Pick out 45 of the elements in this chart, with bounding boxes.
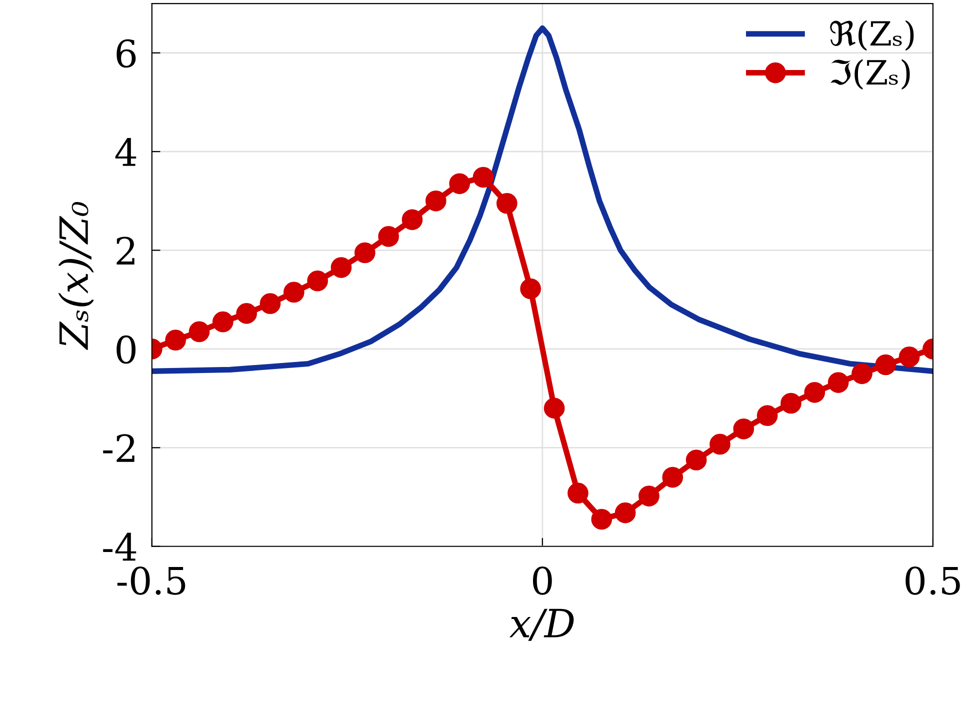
point [852, 363, 872, 384]
x-tick-label: -0.5 [117, 566, 186, 595]
x-tick-label: 0 [532, 566, 552, 595]
point [354, 242, 376, 264]
point [260, 293, 281, 314]
point [710, 434, 730, 455]
point [568, 482, 588, 504]
point [330, 257, 352, 278]
legend-label: ℜ(Zₛ) [830, 20, 914, 51]
x-tick-label: 0.5 [906, 566, 960, 595]
point [449, 173, 470, 194]
point [686, 450, 707, 470]
point [733, 418, 754, 440]
point [898, 346, 920, 368]
legend-label: ℑ(Zₛ) [830, 59, 910, 90]
point [283, 282, 304, 303]
point [212, 311, 234, 332]
point [804, 382, 826, 403]
point [638, 486, 660, 506]
point [402, 209, 423, 230]
point [591, 508, 612, 530]
y-tick-label: 0 [116, 335, 136, 364]
y-tick-label: -2 [103, 434, 134, 462]
point [188, 321, 210, 342]
y-tick-label: 4 [115, 138, 136, 166]
point [520, 278, 541, 300]
point [496, 192, 518, 214]
point [165, 330, 186, 351]
point [236, 303, 257, 324]
x-axis-title: x/D [509, 608, 574, 641]
y-tick-label: 6 [116, 39, 136, 68]
point [875, 354, 896, 376]
point [378, 226, 399, 247]
point [472, 166, 494, 188]
point [307, 270, 328, 292]
point [780, 392, 802, 414]
y-tick-label: 2 [116, 236, 134, 265]
y-axis-title: Zₛ(x)/Z₀ [58, 202, 94, 350]
point [614, 502, 636, 524]
y-tick-label: -4 [103, 532, 136, 561]
point [828, 372, 849, 393]
point [662, 466, 684, 488]
point [756, 405, 778, 426]
point [544, 398, 565, 419]
point [425, 190, 446, 212]
